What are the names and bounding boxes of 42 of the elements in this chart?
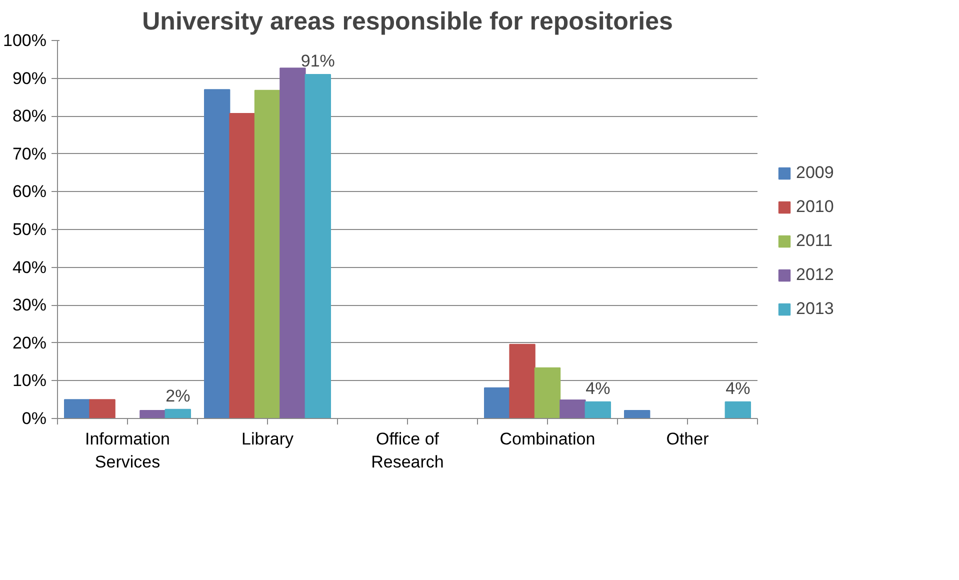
- y-tick-label: 100%: [3, 31, 47, 50]
- y-tick-label: 0%: [22, 409, 47, 428]
- bar: [89, 399, 116, 418]
- data-label: 91%: [300, 52, 335, 71]
- y-tick-label: 80%: [12, 106, 47, 126]
- bar: [140, 410, 166, 418]
- data-label: 2%: [166, 386, 190, 406]
- y-tick-label: 20%: [12, 333, 47, 352]
- bar: [204, 89, 230, 418]
- bar: [164, 408, 191, 418]
- legend-label: 2009: [796, 163, 834, 183]
- x-tick-label: Combination: [500, 430, 596, 448]
- legend-label: 2011: [796, 231, 833, 251]
- bar: [584, 401, 611, 418]
- bar: [724, 401, 751, 418]
- bar: [509, 344, 536, 418]
- bar: [254, 90, 281, 418]
- y-tick-label: 60%: [12, 182, 47, 202]
- y-tick-label: 30%: [12, 296, 47, 315]
- x-tick-label: Office of Research: [371, 430, 444, 472]
- data-label: 4%: [726, 378, 750, 398]
- y-tick-label: 70%: [12, 144, 47, 164]
- bar: [560, 399, 586, 418]
- y-tick-label: 90%: [12, 68, 47, 88]
- x-tick-label: Other: [666, 430, 710, 448]
- bar: [624, 410, 650, 418]
- chart-title: University areas responsible for repositories: [142, 8, 673, 36]
- bar: [304, 74, 331, 418]
- x-tick-label: Information Services: [84, 430, 170, 472]
- y-tick-label: 50%: [12, 220, 47, 239]
- legend-label: 2010: [796, 197, 834, 217]
- bar: [229, 112, 256, 418]
- legend-label: 2013: [796, 299, 834, 319]
- x-tick-label: Library: [242, 430, 294, 448]
- y-tick-label: 40%: [12, 258, 47, 277]
- bar: [64, 399, 90, 418]
- y-tick-label: 10%: [12, 371, 47, 390]
- bar: [280, 68, 306, 418]
- bar: [484, 387, 510, 418]
- data-label: 4%: [586, 378, 610, 398]
- bar: [534, 367, 561, 418]
- legend-label: 2012: [796, 265, 834, 285]
